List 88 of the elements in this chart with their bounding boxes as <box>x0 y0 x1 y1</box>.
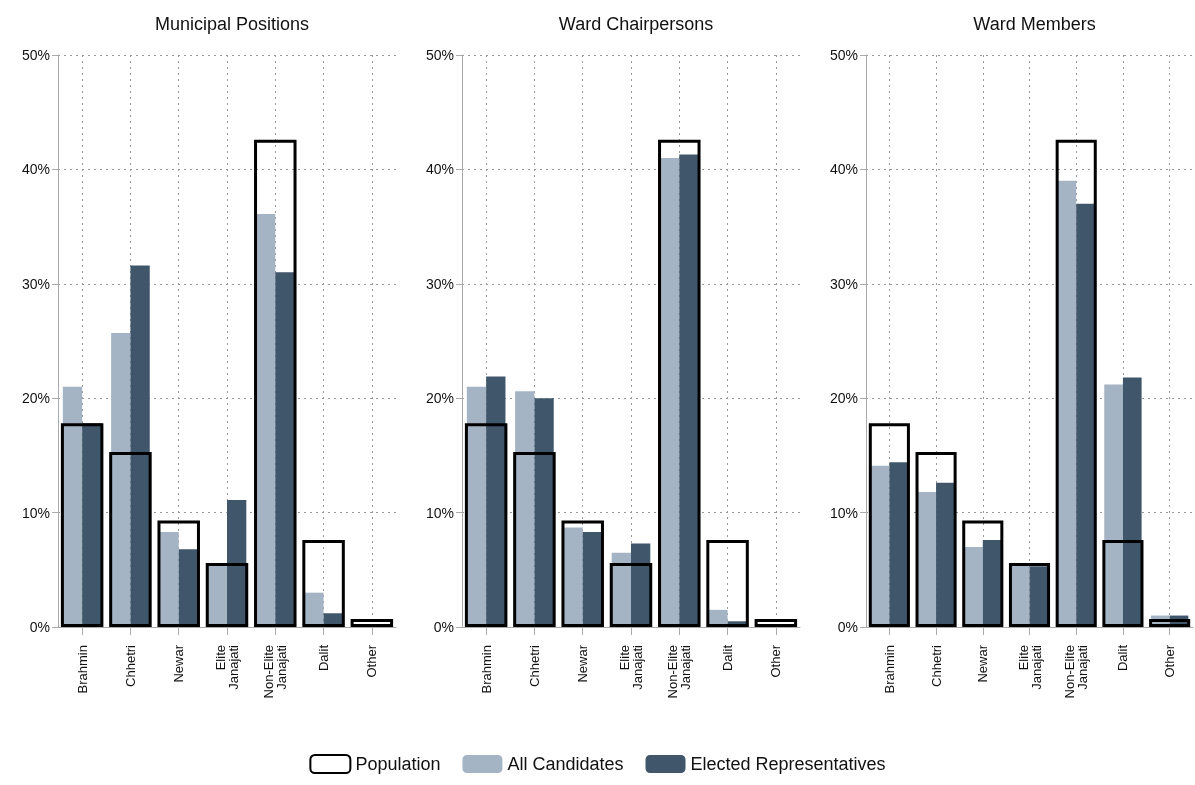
x-tick-label: Brahmin <box>478 645 494 694</box>
x-tick-label: Brahmin <box>881 645 897 694</box>
y-tick-label: 40% <box>21 161 50 178</box>
legend-label: Elected Representatives <box>690 754 886 774</box>
y-tick-label: 50% <box>21 47 50 63</box>
bar <box>109 451 152 627</box>
bar <box>936 482 955 627</box>
bar <box>157 520 200 627</box>
bar <box>658 139 701 627</box>
y-tick-label: 40% <box>425 161 454 178</box>
bar <box>1057 180 1077 627</box>
x-tick-label: Chhetri <box>928 644 944 687</box>
bar <box>255 214 276 627</box>
bar <box>962 520 1004 627</box>
bar <box>275 272 295 627</box>
bar <box>754 618 798 627</box>
x-tick-label: Dalit <box>316 644 332 672</box>
bar <box>1122 377 1142 627</box>
x-tick-label: Other <box>1162 644 1178 678</box>
bar <box>964 546 983 627</box>
bar <box>706 540 749 627</box>
bar <box>205 562 249 627</box>
chart-title: Municipal Positions <box>154 14 310 34</box>
bar <box>227 500 247 627</box>
bar <box>659 157 680 627</box>
bar <box>915 451 957 627</box>
bar <box>1076 203 1095 627</box>
x-tick-label: Newar <box>575 644 591 683</box>
y-tick-label: 30% <box>425 275 454 292</box>
bar <box>1055 139 1097 627</box>
x-tick-label: Non-Elite Janajati <box>261 644 290 699</box>
y-tick-label: 30% <box>21 275 50 292</box>
bar <box>60 423 104 627</box>
bar <box>513 451 556 627</box>
y-tick-label: 50% <box>425 47 454 63</box>
bar <box>679 154 699 627</box>
x-tick-label: Dalit <box>1115 644 1131 672</box>
x-tick-label: Newar <box>171 644 187 683</box>
y-tick-label: 20% <box>829 390 858 407</box>
chart-title: Ward Members <box>973 14 1096 34</box>
y-tick-label: 50% <box>829 47 858 63</box>
bar <box>868 423 910 627</box>
x-tick-label: Chhetri <box>526 644 542 687</box>
y-tick-label: 40% <box>829 161 858 178</box>
bar <box>1104 384 1123 627</box>
y-tick-label: 10% <box>829 504 858 521</box>
y-tick-label: 30% <box>829 275 858 292</box>
bar <box>302 540 345 627</box>
x-tick-label: Brahmin <box>74 645 90 694</box>
x-tick-label: Elite Janajati <box>1015 644 1044 690</box>
bar <box>534 398 554 627</box>
bar <box>464 423 508 627</box>
y-tick-label: 0% <box>837 619 858 635</box>
y-tick-label: 10% <box>21 504 50 521</box>
bar <box>1008 562 1051 627</box>
x-tick-label: Newar <box>975 644 991 683</box>
y-tick-label: 10% <box>425 504 454 521</box>
bar <box>515 391 535 627</box>
bar <box>130 265 150 627</box>
y-tick-label: 0% <box>29 619 50 635</box>
y-tick-label: 0% <box>433 619 454 635</box>
bar <box>561 520 604 627</box>
x-tick-label: Non-Elite Janajati <box>1062 644 1091 699</box>
x-tick-label: Non-Elite Janajati <box>665 644 694 699</box>
x-tick-label: Elite Janajati <box>213 644 241 690</box>
bar <box>889 462 909 627</box>
bar <box>62 386 83 627</box>
bar <box>1149 618 1191 627</box>
x-tick-label: Chhetri <box>122 644 138 687</box>
x-tick-label: Dalit <box>720 644 736 672</box>
chart-title: Ward Chairpersons <box>558 14 714 34</box>
bar <box>254 139 297 627</box>
y-tick-label: 20% <box>425 390 454 407</box>
bar <box>159 532 179 627</box>
x-tick-label: Other <box>364 644 380 678</box>
x-tick-label: Elite Janajati <box>617 644 645 690</box>
bar <box>111 332 131 627</box>
bar <box>582 532 603 627</box>
y-tick-label: 20% <box>21 390 50 407</box>
bar <box>1102 540 1144 627</box>
x-tick-label: Other <box>768 644 784 678</box>
legend-label: All Candidates <box>507 754 624 774</box>
bar <box>609 562 653 627</box>
legend-label: Population <box>355 754 441 774</box>
bar <box>350 618 394 627</box>
bar <box>466 386 487 627</box>
bar <box>563 527 583 627</box>
bar <box>178 549 199 627</box>
